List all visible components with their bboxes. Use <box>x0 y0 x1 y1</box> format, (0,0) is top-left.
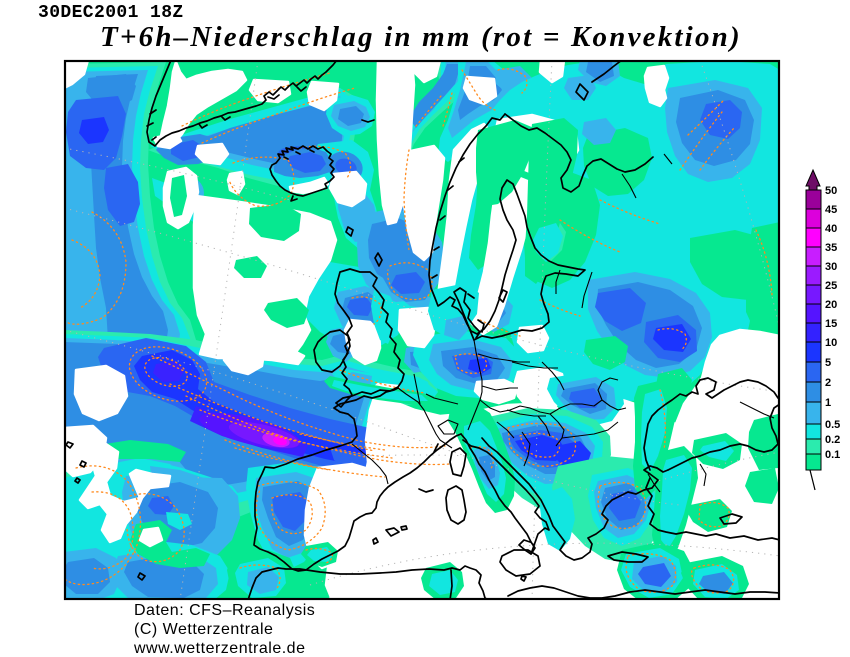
svg-text:25: 25 <box>825 280 837 292</box>
svg-text:0.5: 0.5 <box>825 419 840 431</box>
svg-text:10: 10 <box>825 337 837 349</box>
svg-text:50: 50 <box>825 185 837 197</box>
svg-text:0.2: 0.2 <box>825 434 840 446</box>
svg-text:2: 2 <box>825 377 831 389</box>
svg-text:5: 5 <box>825 357 831 369</box>
svg-text:20: 20 <box>825 299 837 311</box>
svg-text:30: 30 <box>825 261 837 273</box>
svg-text:15: 15 <box>825 318 837 330</box>
svg-text:1: 1 <box>825 397 831 409</box>
svg-text:45: 45 <box>825 204 837 216</box>
svg-text:35: 35 <box>825 242 837 254</box>
svg-text:40: 40 <box>825 223 837 235</box>
svg-text:0.1: 0.1 <box>825 449 840 461</box>
